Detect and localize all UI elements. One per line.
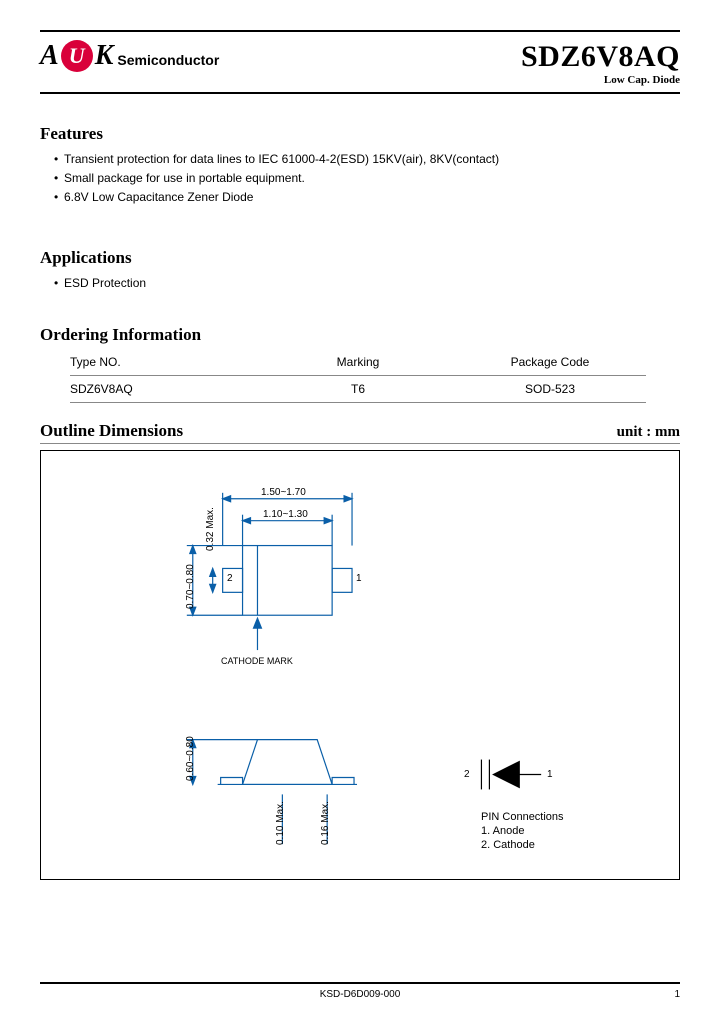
- applications-title: Applications: [40, 248, 680, 268]
- title-block: SDZ6V8AQ Low Cap. Diode: [521, 40, 680, 86]
- list-item: Transient protection for data lines to I…: [54, 150, 680, 169]
- table-rule: [70, 375, 646, 376]
- part-subtitle: Low Cap. Diode: [521, 74, 680, 86]
- dim-lead-outer: 0.16 Max.: [320, 801, 331, 845]
- cell-type: SDZ6V8AQ: [70, 378, 262, 400]
- dim-side-h: 0.60~0.80: [185, 736, 196, 781]
- unit-label: unit : mm: [617, 424, 680, 441]
- outline-header: Outline Dimensions unit : mm: [40, 421, 680, 441]
- outline-diagram: 1.50~1.70 1.10~1.30 0.32 Max. 0.70~0.80 …: [40, 450, 680, 880]
- pin-conn-2: 2. Cathode: [481, 839, 535, 851]
- footer-rule: [40, 982, 680, 984]
- ordering-title: Ordering Information: [40, 325, 680, 345]
- dim-lead-inner: 0.10 Max.: [275, 801, 286, 845]
- top-rule: [40, 30, 680, 32]
- dim-lead-h: 0.32 Max.: [205, 507, 216, 551]
- logo-letter-u: U: [61, 40, 93, 72]
- logo-letter-a: A: [40, 40, 59, 72]
- sym-pin-1: 1: [547, 769, 553, 780]
- list-item: 6.8V Low Capacitance Zener Diode: [54, 188, 680, 207]
- outline-svg: [41, 451, 679, 879]
- list-item: ESD Protection: [54, 274, 680, 293]
- features-title: Features: [40, 124, 680, 144]
- cell-marking: T6: [262, 378, 454, 400]
- footer-doc-id: KSD-D6D009-000: [0, 989, 720, 1000]
- pin-1-top: 1: [356, 573, 362, 584]
- cathode-mark-label: CATHODE MARK: [221, 656, 293, 666]
- ordering-table: Type NO. Marking Package Code SDZ6V8AQ T…: [70, 351, 646, 403]
- col-marking: Marking: [262, 351, 454, 373]
- outline-title: Outline Dimensions: [40, 421, 183, 441]
- table-header: Type NO. Marking Package Code: [70, 351, 646, 373]
- page-number: 1: [674, 989, 680, 1000]
- dim-width-inner: 1.10~1.30: [263, 509, 308, 520]
- dim-width-outer: 1.50~1.70: [261, 487, 306, 498]
- cell-package: SOD-523: [454, 378, 646, 400]
- pin-conn-1: 1. Anode: [481, 825, 524, 837]
- features-list: Transient protection for data lines to I…: [40, 150, 680, 208]
- col-type: Type NO.: [70, 351, 262, 373]
- outline-rule: [40, 443, 680, 444]
- applications-list: ESD Protection: [40, 274, 680, 293]
- col-package: Package Code: [454, 351, 646, 373]
- header: A U K Semiconductor SDZ6V8AQ Low Cap. Di…: [40, 40, 680, 86]
- pin-conn-title: PIN Connections: [481, 811, 564, 823]
- dim-body-h: 0.70~0.80: [185, 564, 196, 609]
- pin-2-top: 2: [227, 573, 233, 584]
- list-item: Small package for use in portable equipm…: [54, 169, 680, 188]
- table-rule: [70, 402, 646, 403]
- header-rule: [40, 92, 680, 94]
- sym-pin-2: 2: [464, 769, 470, 780]
- table-row: SDZ6V8AQ T6 SOD-523: [70, 378, 646, 400]
- logo-letter-k: K: [95, 40, 114, 72]
- part-number: SDZ6V8AQ: [521, 40, 680, 74]
- logo-semiconductor: Semiconductor: [117, 52, 219, 72]
- logo: A U K Semiconductor: [40, 40, 219, 72]
